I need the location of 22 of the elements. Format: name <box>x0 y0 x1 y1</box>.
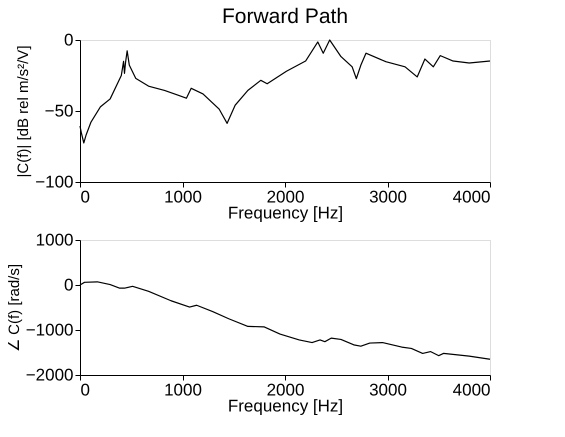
y-axis-title: |C(f)| [dB rel m/s²/V] <box>15 46 32 178</box>
x-tick-label: 0 <box>80 380 90 400</box>
x-tick-label: 1000 <box>164 380 202 400</box>
y-tick-label: 0 <box>64 30 74 50</box>
y-axis-title: ∠ C(f) [rad/s] <box>6 264 23 352</box>
x-tick-label: 4000 <box>452 188 490 206</box>
y-tick-label: −100 <box>35 172 74 192</box>
x-tick-label: 0 <box>80 188 90 206</box>
y-tick-label: −50 <box>44 102 74 120</box>
x-tick-label: 3000 <box>369 188 407 206</box>
y-tick-label: −2000 <box>26 366 74 384</box>
x-tick-label: 2000 <box>266 188 304 206</box>
y-tick-label: 0 <box>64 276 74 294</box>
x-tick-label: 4000 <box>452 380 490 400</box>
y-tick-label: −1000 <box>26 320 74 340</box>
x-axis-title: Frequency [Hz] <box>228 204 344 222</box>
x-tick-label: 3000 <box>369 380 407 400</box>
chart-title: Forward Path <box>222 5 348 28</box>
x-axis-title: Frequency [Hz] <box>228 396 344 416</box>
x-tick-label: 2000 <box>266 380 304 400</box>
y-tick-label: 1000 <box>36 230 74 250</box>
x-tick-label: 1000 <box>164 188 202 206</box>
